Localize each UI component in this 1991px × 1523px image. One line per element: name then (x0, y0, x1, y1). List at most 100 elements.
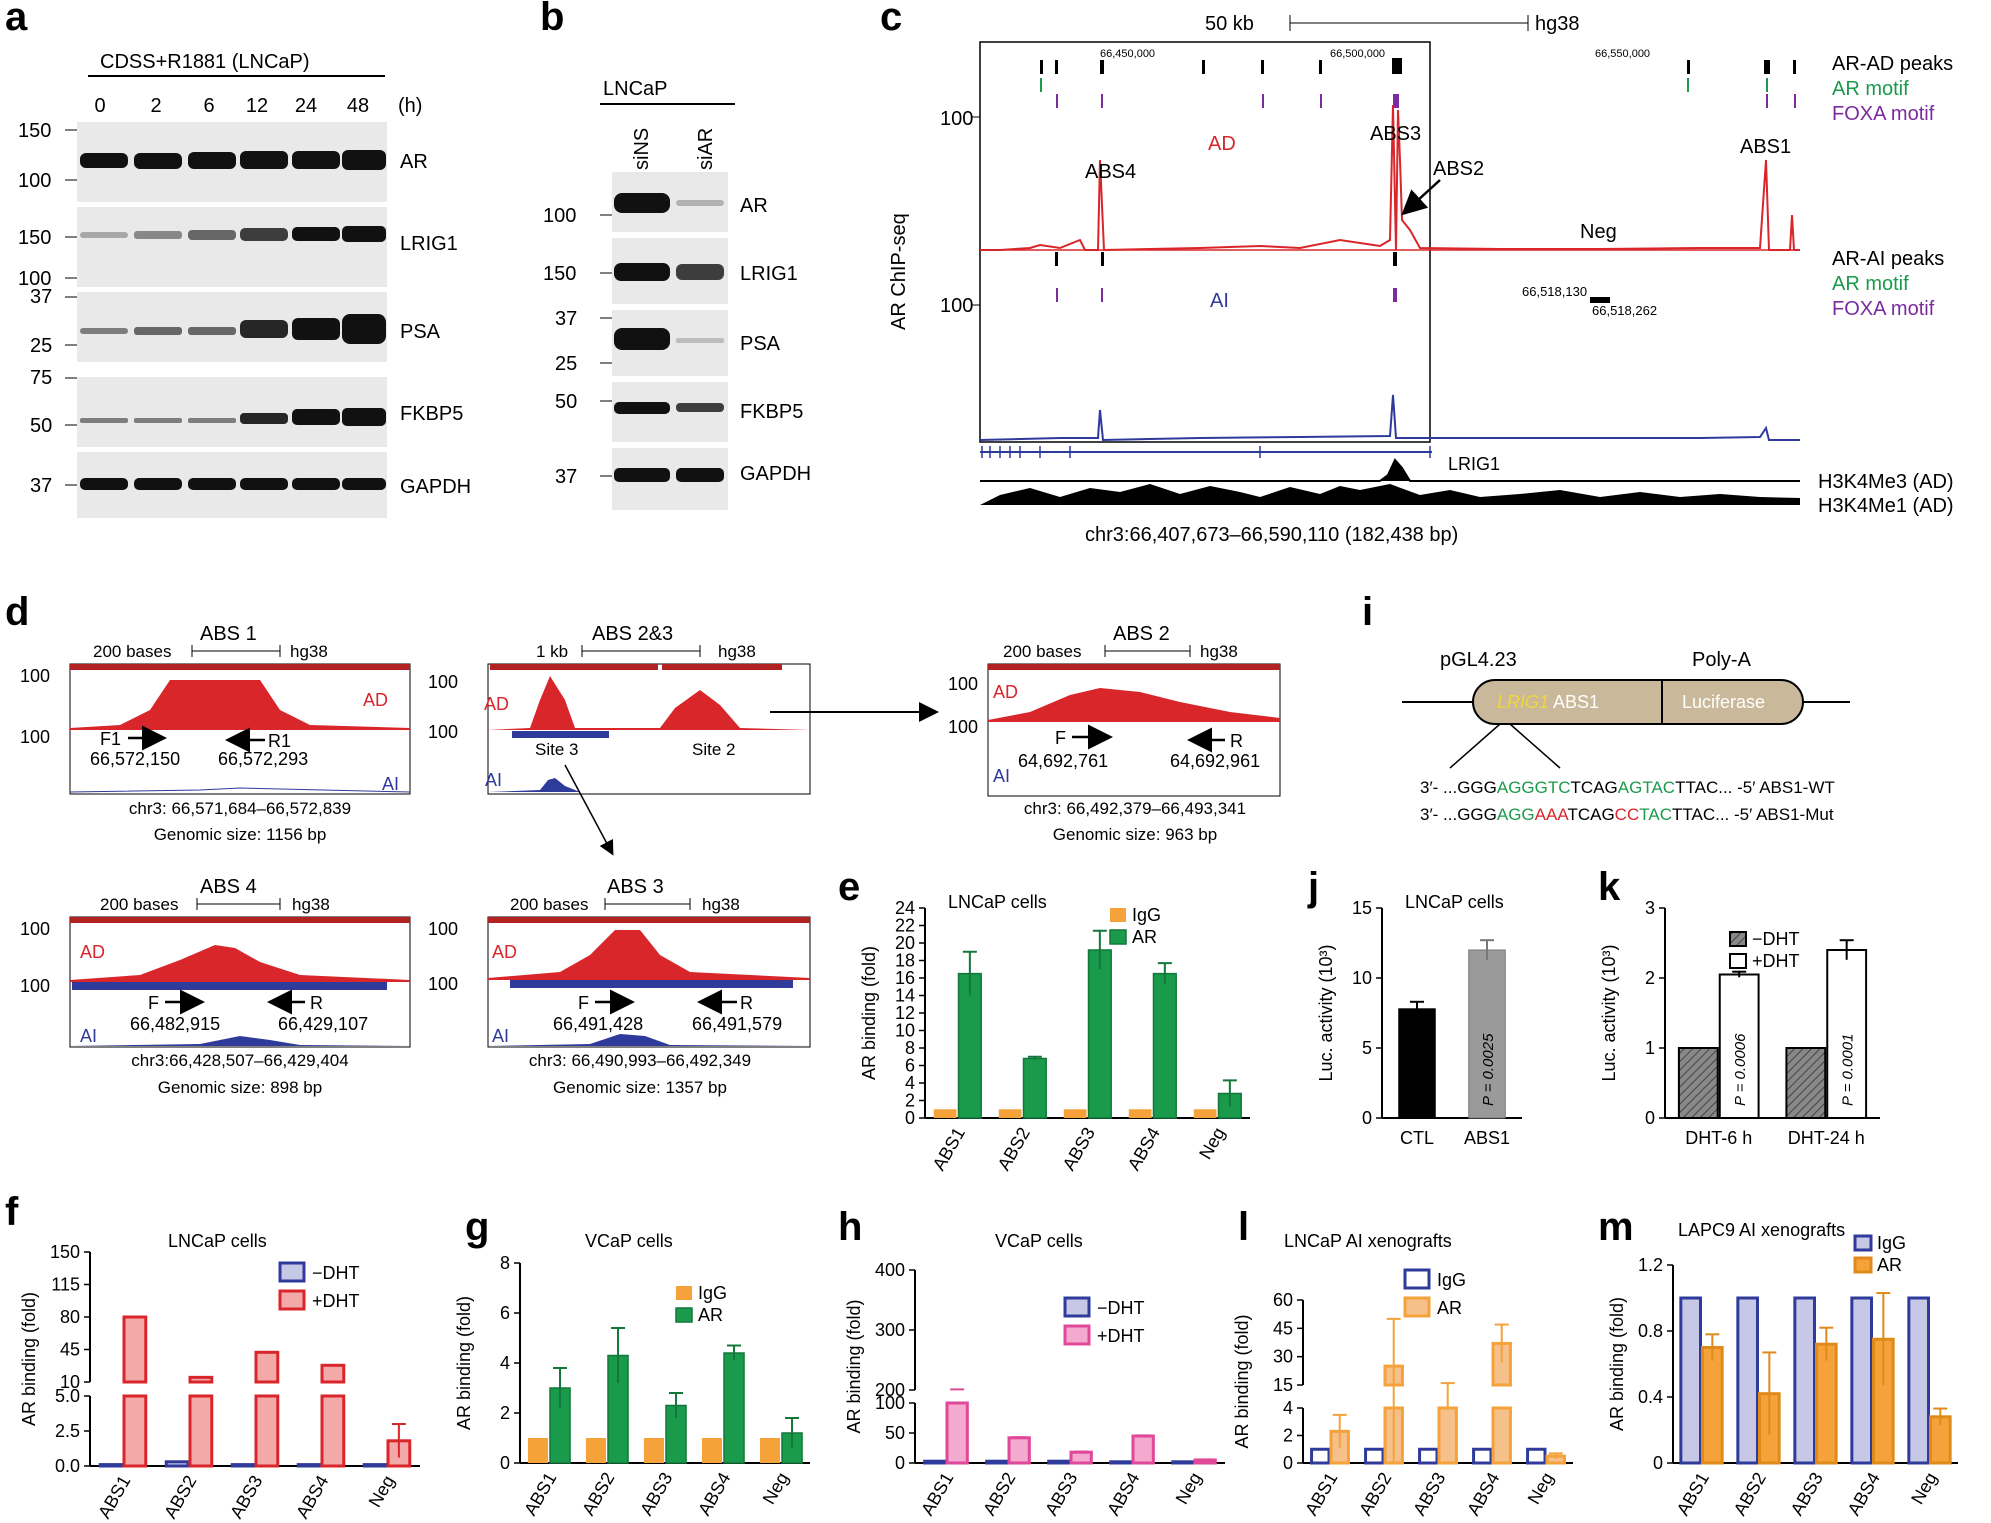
x-tick-label: ABS4 (1844, 1469, 1884, 1519)
browser-asm: hg38 (1200, 642, 1238, 661)
bar (122, 1315, 148, 1384)
primer-r-pos: 66,429,107 (278, 1014, 368, 1034)
x-tick-label: ABS2 (1730, 1469, 1770, 1519)
legend-swatch (1109, 929, 1127, 945)
primer-r-pos: 64,692,961 (1170, 751, 1260, 771)
primer-f-pos: 66,491,428 (553, 1014, 643, 1034)
y-tick-label: 4 (1283, 1398, 1293, 1418)
blot-label: FKBP5 (740, 401, 803, 423)
y-axis-label: AR binding (fold) (454, 1296, 474, 1430)
marker: 37 (555, 466, 577, 488)
bar (701, 1438, 722, 1463)
reporter-label: Luciferase (1682, 692, 1765, 712)
x-tick-label: Neg (759, 1469, 793, 1508)
insert-label: LRIG1 ABS1 (1497, 692, 1599, 712)
x-tick-label: ABS3 (1059, 1124, 1099, 1174)
bar (1171, 1460, 1195, 1465)
panel-letter-d: d (5, 590, 29, 634)
y-tick-label: 20 (895, 933, 915, 953)
y-tick-label: 10 (60, 1372, 80, 1392)
bar (230, 1463, 256, 1468)
y-tick-label: 10 (1352, 968, 1372, 988)
bar (320, 1394, 346, 1468)
legend-label: IgG (1132, 905, 1161, 925)
browser-asm: hg38 (292, 895, 330, 914)
bar (1069, 1450, 1093, 1465)
marker: 25 (30, 335, 52, 357)
browser-size: Genomic size: 1357 bp (553, 1078, 727, 1097)
y-tick-label: 10 (895, 1021, 915, 1041)
bar (1398, 1008, 1436, 1119)
bar (643, 1438, 664, 1463)
bar (1437, 1406, 1458, 1465)
ai-label: AI (993, 766, 1010, 786)
bar (254, 1350, 280, 1384)
bar (1677, 1047, 1719, 1119)
browser-size: Genomic size: 963 bp (1053, 825, 1217, 844)
y-tick-label: 300 (875, 1320, 905, 1340)
primer-r-pos: 66,491,579 (692, 1014, 782, 1034)
legend-label: +DHT (1752, 951, 1800, 971)
browser-title: ABS 1 (200, 623, 257, 645)
y-tick-label: 2 (905, 1091, 915, 1111)
y-tick-label: 50 (885, 1423, 905, 1443)
primer-f: F (1055, 728, 1066, 748)
bar (1128, 1109, 1152, 1118)
legend-swatch (1403, 1296, 1431, 1318)
y-tick-label: 115 (51, 1275, 80, 1295)
y-tick-label: 60 (1273, 1290, 1293, 1310)
track-region: chr3:66,407,673–66,590,110 (182,438 bp) (1085, 524, 1458, 546)
bar (254, 1394, 280, 1468)
browser-size: Genomic size: 898 bp (158, 1078, 322, 1097)
chart-title: LAPC9 AI xenografts (1678, 1220, 1845, 1240)
ai-label: AI (485, 770, 502, 790)
chart-j: 0 5 10 15 Luc. activity (10³) LNCaP cells CTL A… (1316, 892, 1522, 1148)
bar (1826, 949, 1868, 1119)
bar (1418, 1447, 1439, 1465)
bar (1131, 1434, 1155, 1465)
bar (1468, 949, 1506, 1119)
browser-scale: 200 bases (1003, 642, 1081, 661)
ad-label: AD (492, 942, 517, 962)
abs2-browser: ABS 2 200 bases hg38 100 100 AD F R 64,6… (948, 623, 1281, 844)
y-tick-label: 8 (905, 1038, 915, 1058)
x-tick-label: Neg (1195, 1124, 1229, 1163)
legend-swatch (676, 1286, 692, 1300)
legend-swatch (1110, 908, 1126, 922)
legend-label: −DHT (1752, 929, 1800, 949)
bar (1087, 949, 1112, 1119)
browser-title: ABS 2&3 (592, 623, 673, 645)
y-tick-label: 5 (1362, 1038, 1372, 1058)
panel-letter-b: b (540, 0, 564, 39)
x-tick-label: ABS3 (1409, 1469, 1449, 1519)
chart-title: LNCaP cells (948, 892, 1047, 912)
peak-label: ABS1 (1740, 136, 1791, 158)
panel-letter-f: f (5, 1190, 19, 1234)
chart-title: LNCaP cells (1405, 892, 1504, 912)
primer-f: F1 (100, 729, 121, 749)
legend-swatch (1403, 1268, 1431, 1290)
h3k4me1-track (980, 484, 1800, 505)
browser-region: chr3:66,428,507–66,429,404 (131, 1051, 348, 1070)
y-tick-label: 45 (1273, 1318, 1293, 1338)
y-tick-label: 3 (1645, 898, 1655, 918)
y-tick-label: 22 (895, 916, 915, 936)
bar (98, 1463, 124, 1468)
y-tick-label: 0.8 (1638, 1321, 1663, 1341)
bar (1007, 1436, 1031, 1465)
ytick: 100 (20, 976, 50, 996)
y-tick-label: 80 (60, 1307, 80, 1327)
x-tick-label: ABS4 (694, 1469, 734, 1519)
blot-a-markers: 150 100 150 100 37 25 75 50 37 (18, 120, 52, 497)
y-tick-label: 2 (1283, 1426, 1293, 1446)
bar (1491, 1406, 1512, 1465)
time-label: 2 (150, 95, 161, 117)
panel-letter-j: j (1307, 865, 1319, 909)
bar (296, 1463, 322, 1468)
browser-scale: 200 bases (100, 895, 178, 914)
x-tick-label: ABS1 (1464, 1128, 1510, 1148)
bar (1815, 1342, 1838, 1465)
chart-title: VCaP cells (995, 1231, 1083, 1251)
x-tick-label: Neg (1907, 1469, 1941, 1508)
panel-letter-m: m (1598, 1205, 1634, 1249)
